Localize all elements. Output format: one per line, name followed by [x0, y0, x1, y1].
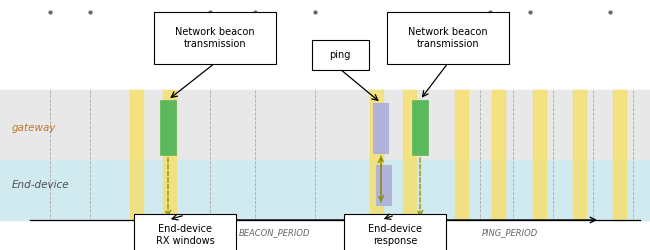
FancyBboxPatch shape: [134, 214, 236, 250]
Bar: [492, 90, 505, 220]
Text: ping: ping: [330, 50, 351, 60]
Bar: [373, 103, 388, 153]
Text: Network beacon
transmission: Network beacon transmission: [176, 27, 255, 49]
Bar: [376, 165, 391, 205]
Text: Network beacon
transmission: Network beacon transmission: [408, 27, 488, 49]
Text: End-device
response: End-device response: [368, 224, 422, 246]
Text: End-device: End-device: [12, 180, 70, 190]
Bar: [0, 90, 650, 160]
Text: End-device
RX windows: End-device RX windows: [155, 224, 214, 246]
Bar: [160, 100, 176, 155]
FancyBboxPatch shape: [154, 12, 276, 64]
Bar: [573, 90, 586, 220]
Text: PING_PERIOD: PING_PERIOD: [482, 228, 538, 237]
Bar: [403, 90, 416, 220]
Text: gateway: gateway: [12, 123, 57, 133]
Bar: [455, 90, 468, 220]
Bar: [533, 90, 546, 220]
FancyBboxPatch shape: [387, 12, 509, 64]
Bar: [130, 90, 143, 220]
Bar: [412, 100, 428, 155]
Bar: [0, 160, 650, 220]
Bar: [613, 90, 626, 220]
Text: BEACON_PERIOD: BEACON_PERIOD: [239, 228, 310, 237]
Bar: [370, 90, 383, 220]
Bar: [163, 90, 176, 220]
FancyBboxPatch shape: [311, 40, 369, 70]
FancyBboxPatch shape: [344, 214, 446, 250]
